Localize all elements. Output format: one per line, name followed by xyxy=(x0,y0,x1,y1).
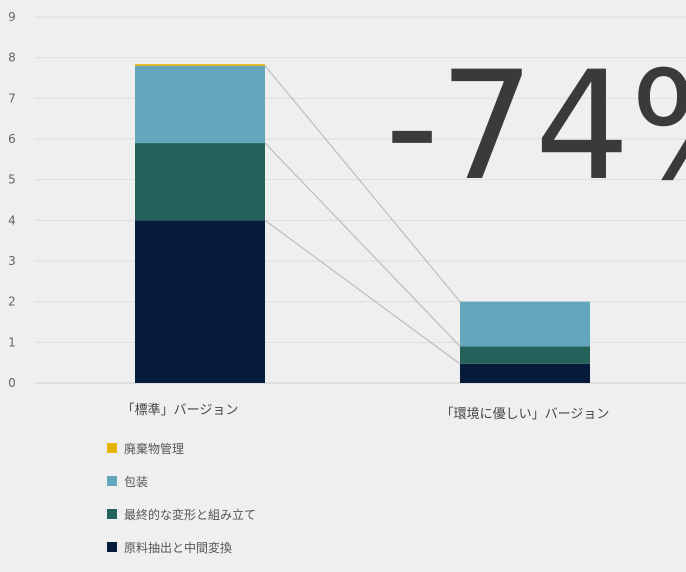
bar-segment xyxy=(460,363,590,383)
y-tick-label: 3 xyxy=(8,254,16,268)
legend-item: 廃棄物管理 xyxy=(107,440,256,456)
y-tick-label: 5 xyxy=(8,173,16,187)
y-tick-label: 4 xyxy=(8,213,16,227)
bar-segment xyxy=(135,220,265,383)
connector-line xyxy=(264,142,461,347)
legend-label: 原料抽出と中間変換 xyxy=(124,540,233,555)
bar-segment xyxy=(135,143,265,221)
legend-item: 原料抽出と中間変換 xyxy=(107,539,256,555)
connector-line xyxy=(264,65,461,303)
legend-label: 廃棄物管理 xyxy=(124,441,185,456)
category-label: 「標準」バージョン xyxy=(122,402,239,418)
legend-label: 包装 xyxy=(124,474,149,489)
bar-segment xyxy=(135,65,265,144)
chart: 0 1 2 3 4 5 6 7 8 9 「標準」バージョン 「環境に優しい」バージョン -74% xyxy=(8,10,686,422)
legend-swatch xyxy=(107,509,117,519)
y-tick-label: 8 xyxy=(8,51,16,65)
legend-item: 最終的な変形と組み立て xyxy=(107,506,256,522)
bar-segment xyxy=(135,64,265,66)
legend-label: 最終的な変形と組み立て xyxy=(124,507,257,522)
bar-segment xyxy=(460,301,590,347)
legend-swatch xyxy=(107,476,117,486)
connector-lines xyxy=(264,65,461,365)
connector-line xyxy=(264,219,461,365)
category-label: 「環境に優しい」バージョン xyxy=(441,407,610,422)
y-tick-label: 6 xyxy=(8,132,16,146)
legend-swatch xyxy=(107,542,117,552)
y-tick-label: 0 xyxy=(8,376,16,390)
reduction-annotation: -74% xyxy=(385,40,686,214)
bars xyxy=(135,64,590,383)
bar-segment xyxy=(460,346,590,364)
y-tick-label: 1 xyxy=(8,335,16,349)
y-tick-label: 2 xyxy=(8,295,16,309)
legend-swatch xyxy=(107,443,117,453)
y-tick-label: 7 xyxy=(8,91,16,105)
category-labels: 「標準」バージョン 「環境に優しい」バージョン xyxy=(122,402,610,422)
legend: 廃棄物管理包装最終的な変形と組み立て 原料抽出と中間変換 xyxy=(107,440,256,572)
y-tick-label: 9 xyxy=(8,10,16,24)
legend-item: 包装 xyxy=(107,473,256,489)
y-tick-labels: 0 1 2 3 4 5 6 7 8 9 xyxy=(8,10,16,390)
